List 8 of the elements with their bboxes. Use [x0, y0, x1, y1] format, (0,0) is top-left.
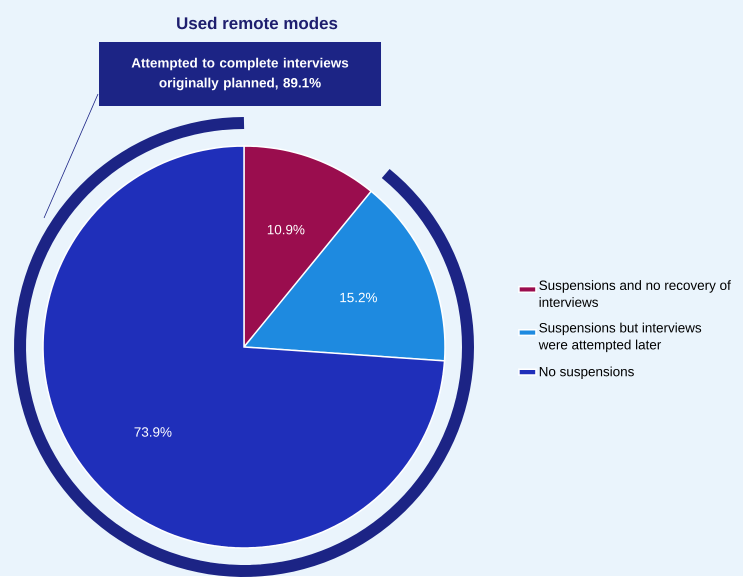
legend-label: No suspensions	[540, 366, 634, 380]
legend-label: Suspensions but interviews were attempted later	[538, 322, 702, 352]
legend-label: Suspensions and no recovery of interviews	[539, 280, 731, 307]
data-label: 10.9%	[268, 224, 304, 234]
data-label: 73.9%	[134, 427, 172, 437]
data-label: 15.2%	[340, 292, 377, 302]
chart-title: Used remote modes	[177, 16, 338, 30]
text: Attempted to complete interviews originally planned, 89.1%	[132, 58, 348, 90]
